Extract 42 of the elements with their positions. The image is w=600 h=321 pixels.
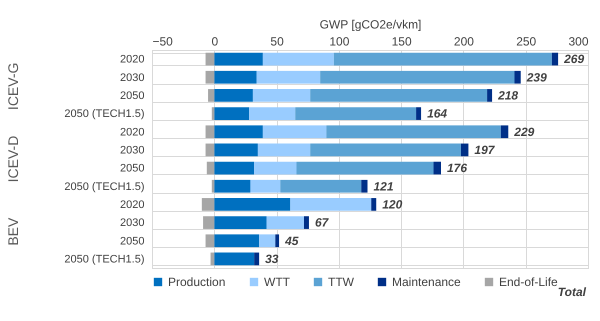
- total-label: 239: [526, 70, 548, 84]
- total-label: 197: [474, 142, 496, 157]
- y-tick-label: 2050: [120, 162, 144, 175]
- total-label: 67: [314, 216, 330, 230]
- x-tick-label: 150: [392, 34, 412, 48]
- text: ICEV-G: [5, 62, 21, 110]
- x-tick-label: 0: [211, 34, 218, 48]
- legend-label: TTW: [328, 275, 355, 289]
- legend-label: WTT: [264, 275, 291, 289]
- x-tick-label: −50: [152, 34, 174, 48]
- y-tick-label: 2020: [120, 198, 144, 211]
- y-tick-label: 2050: [120, 90, 144, 102]
- total-label: 45: [284, 234, 299, 248]
- x-tick-label: 50: [270, 34, 284, 48]
- total-label: 121: [374, 179, 394, 194]
- y-tick-label: 2020: [120, 126, 144, 138]
- x-tick-label: 250: [516, 34, 537, 48]
- text: BEV: [5, 217, 21, 246]
- total-label: 164: [427, 106, 448, 121]
- y-tick-label: 2030: [120, 72, 144, 84]
- text: ICEV-D: [5, 136, 21, 182]
- total-label: 120: [382, 197, 403, 212]
- total-label: 218: [497, 88, 518, 102]
- y-tick-label: 2050 (TECH1.5): [64, 253, 144, 266]
- x-axis-title: GWP [gCO2e/vkm]: [320, 18, 422, 32]
- text: Total: [558, 285, 587, 299]
- legend-label: Maintenance: [392, 275, 462, 289]
- y-tick-label: 2050 (TECH1.5): [64, 180, 144, 193]
- x-tick-label: 100: [329, 34, 350, 48]
- y-tick-label: 2050 (TECH1.5): [64, 108, 144, 120]
- total-label: 33: [265, 252, 279, 266]
- y-tick-label: 2030: [120, 217, 144, 230]
- y-tick-label: 2020: [120, 54, 144, 66]
- legend-label: End-of-Life: [499, 275, 558, 289]
- y-tick-label: 2050: [120, 235, 144, 248]
- total-label: 176: [447, 161, 468, 176]
- y-tick-label: 2030: [120, 144, 144, 156]
- x-tick-label: 200: [454, 34, 474, 48]
- total-label: 229: [513, 124, 535, 139]
- total-label: 269: [563, 52, 584, 66]
- legend-label: Production: [168, 275, 226, 289]
- x-tick-label: 300: [568, 34, 589, 48]
